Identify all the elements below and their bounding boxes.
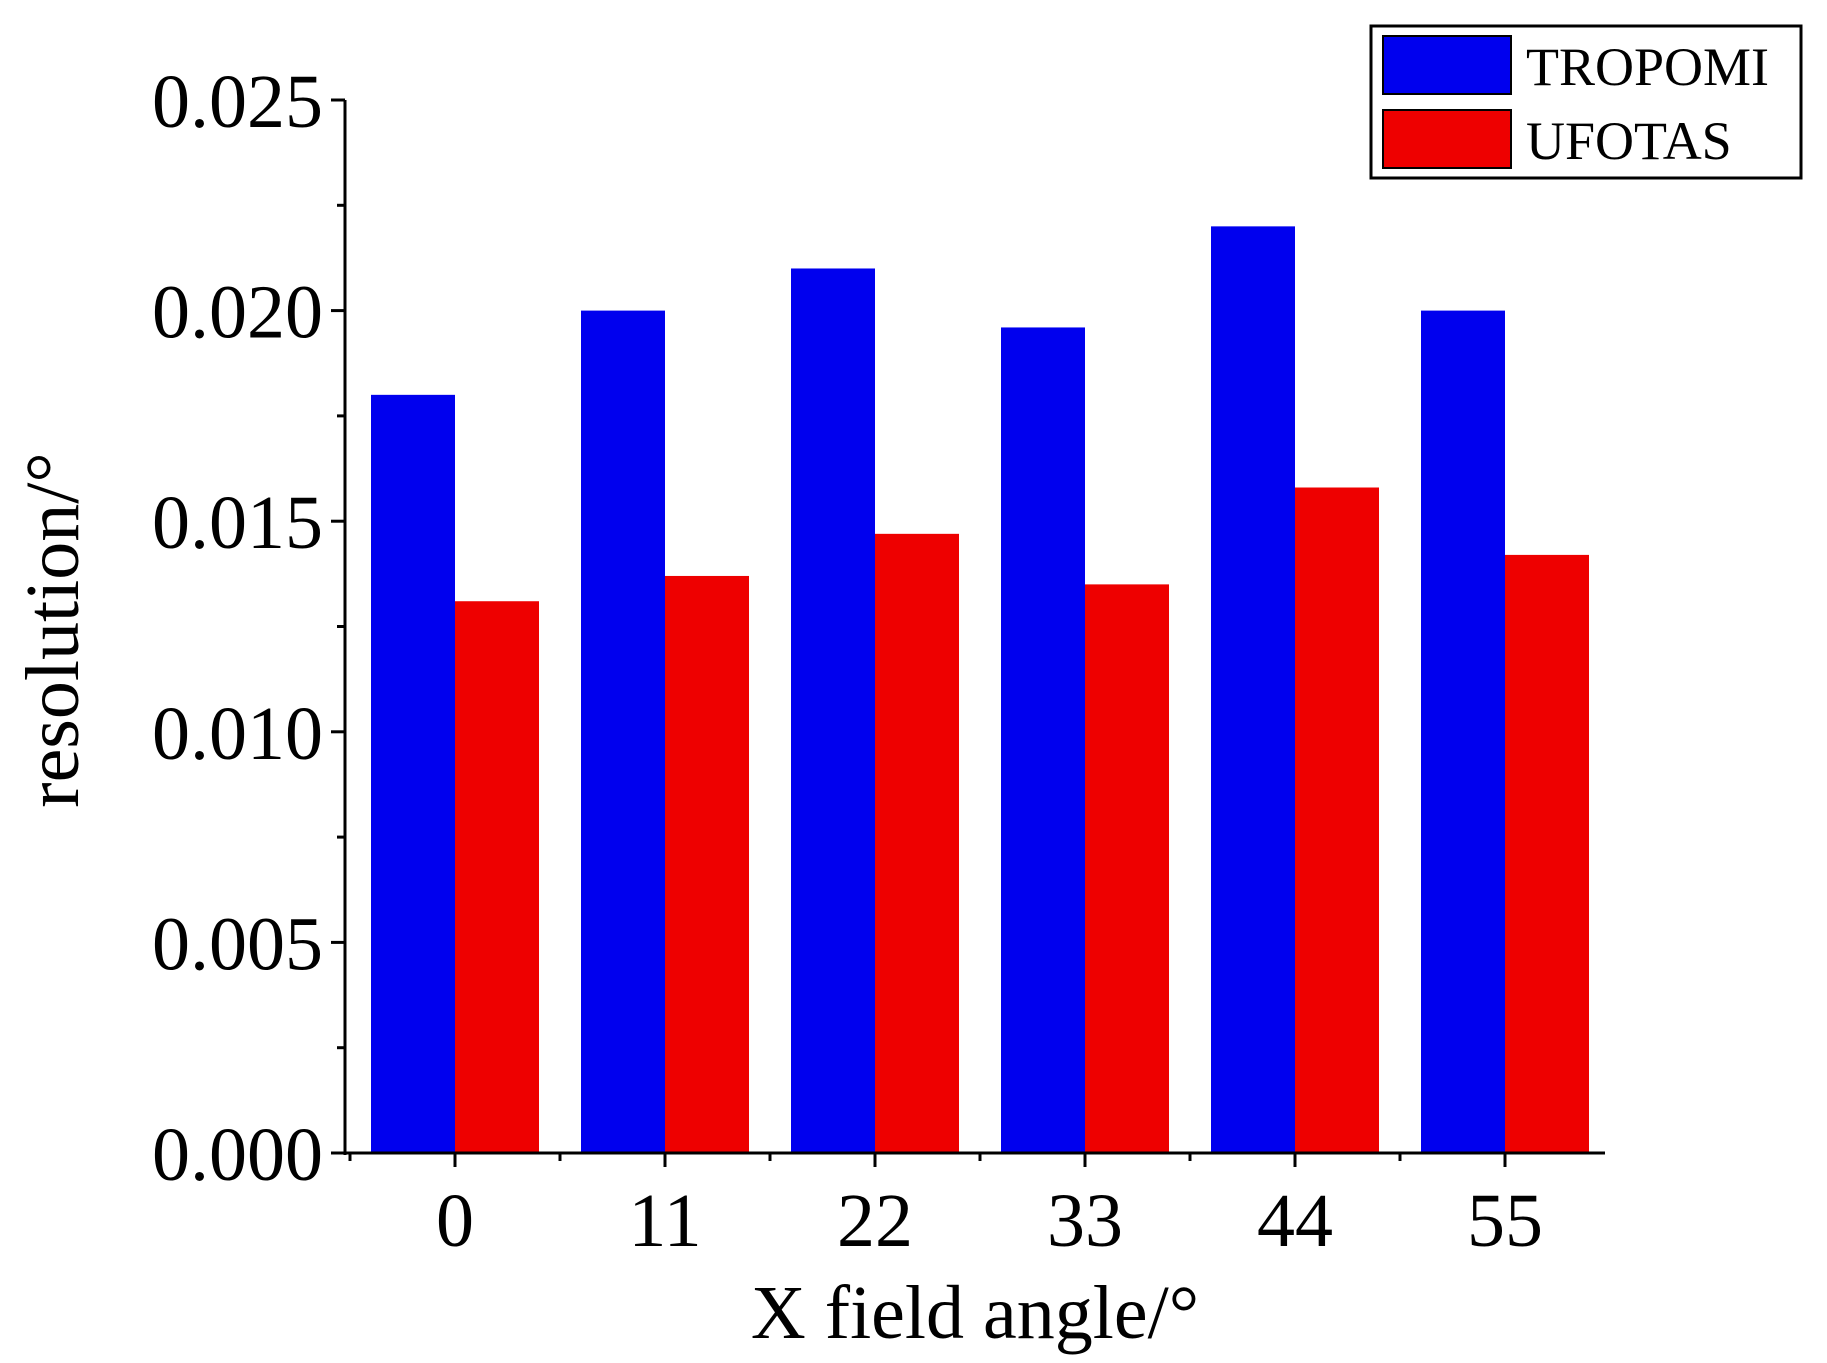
x-axis-title: X field angle/° <box>751 1271 1199 1355</box>
y-axis-title: resolution/° <box>11 452 95 807</box>
y-tick-label: 0.020 <box>152 271 323 355</box>
bar-tropomi-55 <box>1421 310 1505 1154</box>
bar-tropomi-11 <box>581 310 665 1154</box>
legend-label-tropomi: TROPOMI <box>1526 37 1769 97</box>
bar-tropomi-44 <box>1211 226 1295 1154</box>
y-ticks-group: 0.000 0.005 0.010 0.015 0.020 0.025 <box>152 60 345 1197</box>
y-tick-label: 0.005 <box>152 902 323 986</box>
y-tick-label: 0.025 <box>152 60 323 144</box>
x-tick-label: 22 <box>837 1179 913 1263</box>
x-ticks-group: 0 11 22 33 44 55 <box>348 1153 1543 1263</box>
bar-ufotas-55 <box>1505 554 1589 1153</box>
x-tick-label: 33 <box>1047 1179 1123 1263</box>
bar-tropomi-33 <box>1001 327 1085 1153</box>
x-tick-label: 11 <box>628 1179 701 1263</box>
y-tick-label: 0.000 <box>152 1113 323 1197</box>
bar-ufotas-22 <box>875 533 959 1153</box>
x-tick-label: 44 <box>1257 1179 1333 1263</box>
legend-swatch-tropomi <box>1382 35 1512 95</box>
y-tick-label: 0.015 <box>152 481 323 565</box>
bars-group <box>371 226 1589 1154</box>
bar-ufotas-33 <box>1085 584 1169 1153</box>
bar-ufotas-44 <box>1295 487 1379 1153</box>
bar-ufotas-11 <box>665 575 749 1153</box>
y-tick-label: 0.010 <box>152 692 323 776</box>
bar-ufotas-0 <box>455 601 539 1153</box>
x-tick-label: 55 <box>1467 1179 1543 1263</box>
legend: TROPOMI UFOTAS <box>1369 24 1803 180</box>
x-tick-label: 0 <box>436 1179 474 1263</box>
bar-tropomi-0 <box>371 394 455 1154</box>
bar-tropomi-22 <box>791 268 875 1154</box>
legend-label-ufotas: UFOTAS <box>1526 111 1732 171</box>
legend-swatch-ufotas <box>1382 109 1512 169</box>
